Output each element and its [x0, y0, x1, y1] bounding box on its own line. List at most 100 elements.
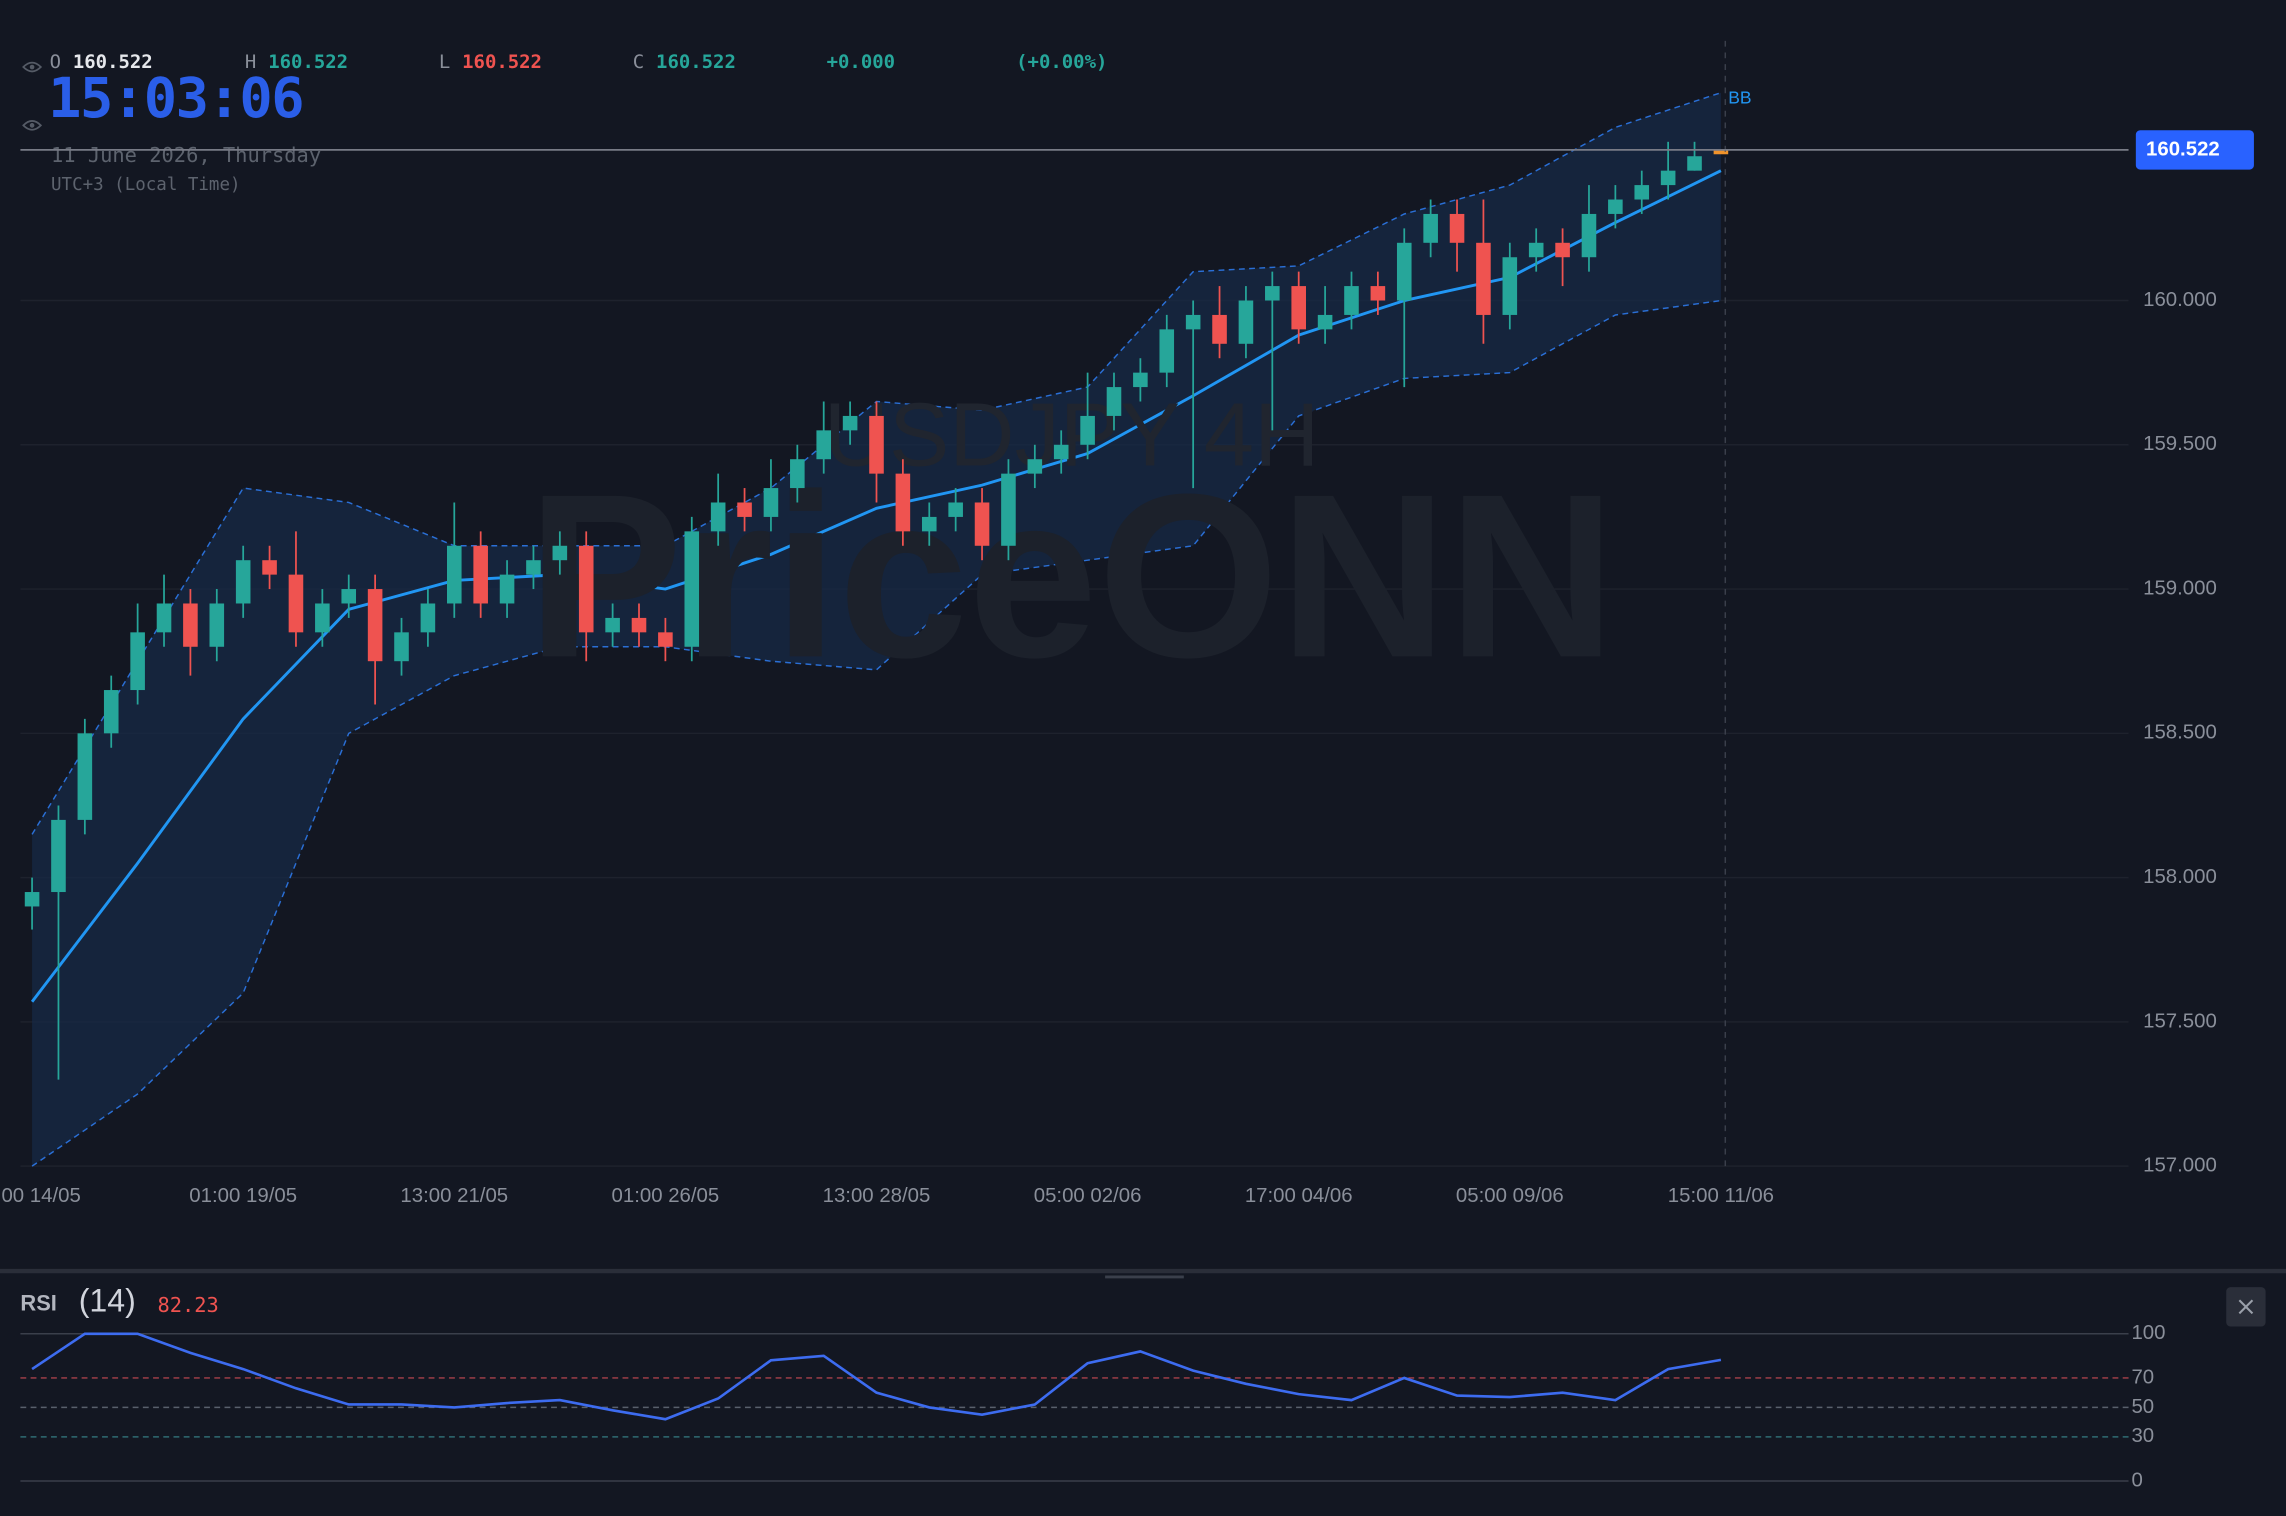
- candle-body: [51, 819, 66, 893]
- x-tick-label: 01:00 19/05: [189, 1185, 297, 1207]
- candle-body: [1238, 300, 1254, 344]
- y-tick-label: 157.500: [2143, 1010, 2217, 1032]
- candle-body: [1713, 149, 1729, 155]
- eye-pupil: [29, 64, 35, 70]
- ohlc-label: C: [633, 51, 644, 73]
- band-upper: [31, 92, 1722, 835]
- watermark-symbol: USDJPY 4H: [824, 385, 1320, 486]
- change-pct: (+0.00%): [1016, 51, 1107, 73]
- close-button[interactable]: [2226, 1287, 2266, 1327]
- x-tick-label: 00 14/05: [1, 1185, 80, 1207]
- rsi-period: (14): [79, 1283, 136, 1319]
- candle-body: [77, 733, 93, 820]
- candle-body: [974, 502, 990, 546]
- band-area: [32, 92, 1721, 1167]
- candle-body: [1476, 242, 1491, 315]
- eye-icon[interactable]: [22, 120, 43, 131]
- candle-body: [1396, 242, 1412, 301]
- candle-body: [1212, 314, 1227, 344]
- candle-body: [1423, 213, 1438, 243]
- candle-body: [578, 545, 594, 633]
- eye-icon[interactable]: [22, 61, 43, 73]
- candle-body: [1449, 213, 1465, 243]
- candle-body: [1634, 185, 1650, 200]
- rsi-tick-label: 70: [2131, 1366, 2154, 1388]
- candle-body: [948, 502, 963, 517]
- candle-body: [1053, 444, 1069, 460]
- change: +0.000: [827, 51, 895, 73]
- ohlc-label: L: [439, 51, 450, 73]
- eye-icons[interactable]: [22, 61, 43, 131]
- candle-body: [869, 415, 884, 474]
- candle-body: [552, 545, 568, 561]
- rsi-tick-label: 100: [2131, 1322, 2165, 1344]
- candle-body: [1133, 372, 1148, 388]
- candle-body: [24, 892, 40, 907]
- candle-body: [1502, 257, 1518, 315]
- watermark: USDJPY 4H PriceONN: [527, 385, 1616, 707]
- candle-body: [473, 545, 488, 604]
- timezone: UTC+3 (Local Time): [51, 175, 240, 195]
- candle-body: [526, 560, 541, 575]
- candle-body: [1159, 329, 1175, 373]
- candle-body: [658, 632, 673, 647]
- y-tick-label: 159.000: [2143, 577, 2217, 599]
- y-tick-label: 157.000: [2143, 1155, 2217, 1177]
- candle-body: [1001, 473, 1016, 546]
- candle-body: [1106, 387, 1122, 416]
- y-tick-label: 158.500: [2143, 722, 2217, 744]
- rsi-line: [31, 1332, 1722, 1421]
- candle-body: [420, 603, 436, 633]
- candle-body: [1687, 156, 1702, 171]
- candle-body: [710, 502, 726, 532]
- candle-body: [1185, 314, 1201, 330]
- candle-body: [1027, 459, 1043, 474]
- candle-body: [156, 603, 172, 633]
- candle-body: [288, 574, 304, 633]
- candle-body: [209, 603, 225, 647]
- close-icon: [2238, 1299, 2254, 1315]
- eye-pupil: [29, 123, 35, 128]
- candle-body: [1080, 415, 1095, 445]
- candle-body: [737, 502, 752, 517]
- candle-body: [1370, 286, 1386, 301]
- x-tick-label: 15:00 11/06: [1668, 1185, 1774, 1207]
- date: 11 June 2026, Thursday: [51, 143, 321, 167]
- x-tick-label: 05:00 09/06: [1456, 1185, 1564, 1207]
- candle-body: [1528, 242, 1544, 258]
- candle-body: [394, 632, 409, 662]
- candle-body: [605, 617, 620, 633]
- candle-body: [1291, 286, 1306, 330]
- candle-body: [1265, 286, 1280, 301]
- candle-body: [103, 690, 119, 734]
- candle-body: [816, 430, 832, 460]
- candle-body: [921, 516, 937, 532]
- candle-body: [895, 473, 911, 532]
- candle-body: [262, 560, 277, 575]
- band-label: BB: [1728, 88, 1751, 108]
- candle-body: [130, 632, 145, 691]
- rsi-tick-label: 50: [2131, 1396, 2154, 1418]
- candle-body: [684, 531, 700, 647]
- x-tick-label: 13:00 21/05: [400, 1185, 508, 1207]
- candle-body: [1660, 170, 1676, 186]
- candle-body: [842, 415, 858, 431]
- candle-body: [631, 617, 647, 633]
- candle-body: [235, 560, 251, 604]
- y-tick-label: 159.500: [2143, 433, 2217, 455]
- ohlc-label: H: [245, 51, 256, 73]
- last-price-label: 160.522: [2146, 138, 2220, 160]
- x-tick-label: 05:00 02/06: [1034, 1185, 1142, 1207]
- band-middle: [30, 169, 1722, 1003]
- ohlc-value: 160.522: [73, 51, 153, 73]
- candle-body: [499, 574, 515, 604]
- ohlc-value: 160.522: [462, 51, 542, 73]
- candle-body: [1581, 213, 1597, 258]
- candle-body: [1317, 314, 1333, 330]
- ohlc-value: 160.522: [656, 51, 736, 73]
- candle-body: [1344, 286, 1359, 315]
- x-tick-label: 01:00 26/05: [612, 1185, 720, 1207]
- candle-body: [367, 589, 383, 662]
